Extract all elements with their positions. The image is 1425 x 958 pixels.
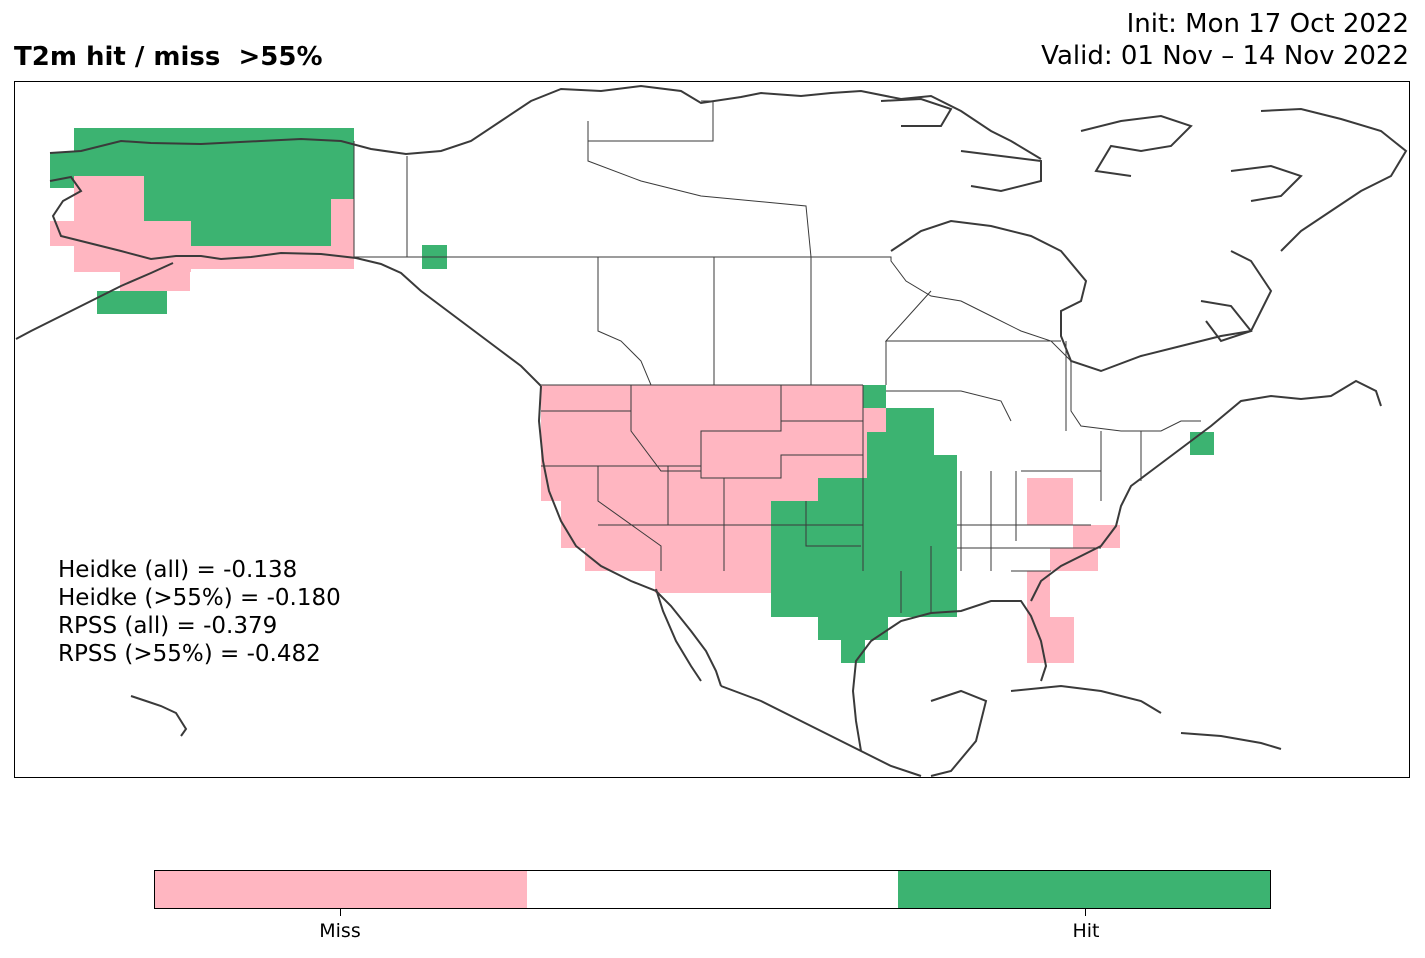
cell-miss [1027,478,1073,525]
cell-miss [191,246,331,269]
colorbar-label-miss: Miss [319,920,361,942]
cell-hit [867,432,934,455]
cell-hit [771,571,957,617]
colorbar-neutral [526,871,899,908]
cell-miss [1027,571,1050,617]
cell-miss [120,269,190,291]
cell-miss [655,571,771,593]
cell-hit [818,617,888,640]
cell-miss [331,199,354,269]
skill-scores: Heidke (all) = -0.138 Heidke (>55%) = -0… [58,556,341,668]
conus-cells [541,385,1214,663]
map-panel [14,81,1410,778]
cell-hit [886,408,934,432]
cell-hit [191,221,331,246]
cell-hit [867,455,957,478]
cell-miss [1073,525,1120,548]
heidke-all: Heidke (all) = -0.138 [58,557,298,583]
colorbar-tick-hit [1085,909,1086,916]
cell-hit [50,152,74,188]
cell-hit [74,128,354,176]
cell-miss [585,548,771,571]
colorbar [154,870,1271,909]
colorbar-label-hit: Hit [1072,920,1100,942]
cell-miss [50,221,74,246]
rpss-55: RPSS (>55%) = -0.482 [58,641,321,667]
init-date: Init: Mon 17 Oct 2022 [1126,9,1409,39]
cell-hit [331,176,354,199]
cell-hit [1190,432,1214,455]
cell-hit [144,176,331,222]
cell-miss [74,176,144,272]
date-info: Init: Mon 17 Oct 2022 Valid: 01 Nov – 14… [1041,8,1409,72]
heidke-55: Heidke (>55%) = -0.180 [58,585,341,611]
cell-miss [144,221,191,272]
cell-hit [97,291,167,314]
rpss-all: RPSS (all) = -0.379 [58,613,278,639]
borders [353,100,1201,613]
colorbar-hit [898,871,1271,908]
alaska-cells [50,128,447,314]
colorbar-miss [155,871,527,908]
coastlines [15,84,1408,777]
cell-hit [818,478,957,501]
colorbar-tick-miss [340,909,341,916]
cell-hit [841,640,865,663]
valid-period: Valid: 01 Nov – 14 Nov 2022 [1041,41,1409,71]
cell-hit [863,385,886,408]
north-america-map [15,84,1408,777]
map-title: T2m hit / miss >55% [14,42,323,72]
cell-hit [771,548,957,571]
cell-miss [771,478,818,501]
